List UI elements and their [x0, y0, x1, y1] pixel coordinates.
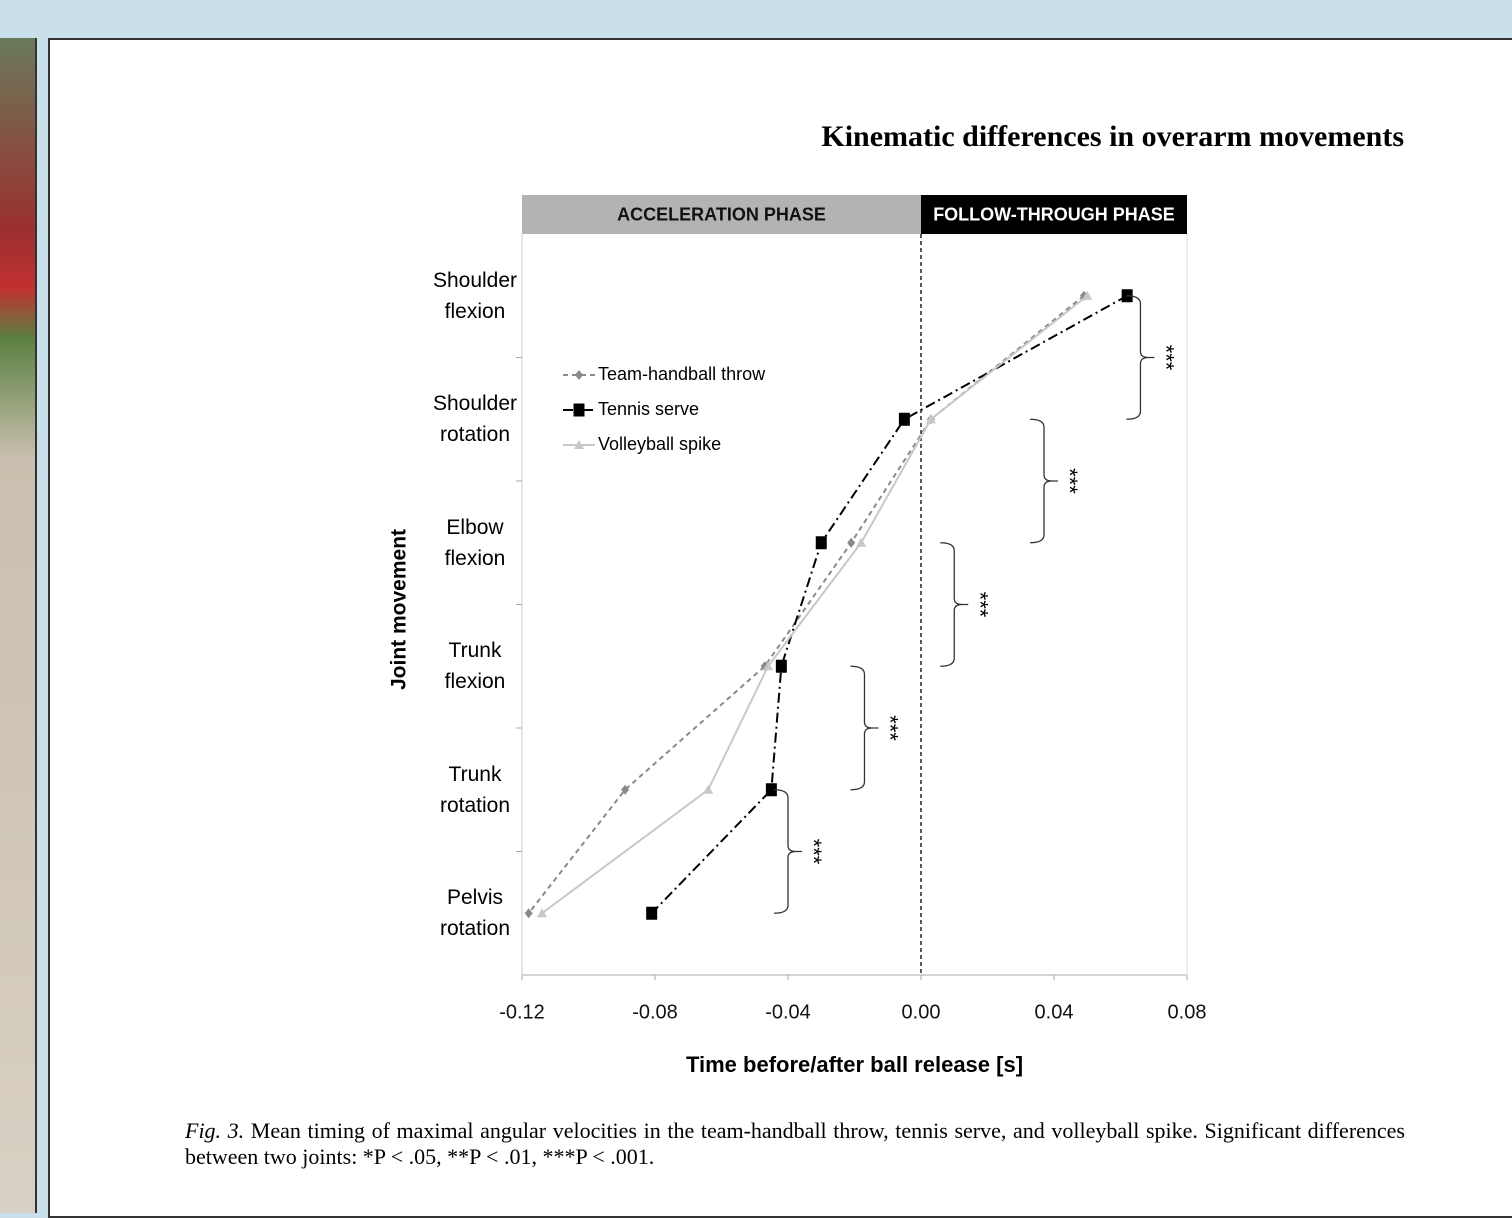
y-tick-label: Pelvis rotation: [420, 882, 530, 944]
x-tick-label: -0.04: [765, 1001, 811, 1023]
y-tick-label: Trunk rotation: [420, 759, 530, 821]
marker: [856, 538, 866, 547]
marker: [776, 660, 787, 673]
series-line: [542, 296, 1087, 914]
y-tick-label: Trunk flexion: [420, 635, 530, 697]
marker: [574, 404, 585, 417]
marker: [816, 536, 827, 549]
series-line: [529, 296, 1084, 914]
x-tick-label: 0.04: [1035, 1001, 1074, 1023]
significance-label: ***: [878, 715, 903, 741]
marker: [703, 785, 713, 794]
y-tick-label: Shoulder flexion: [420, 265, 530, 327]
significance-bracket: [850, 666, 878, 790]
marker: [575, 370, 583, 380]
caption-label: Fig. 3.: [185, 1118, 244, 1143]
marker: [847, 538, 855, 548]
legend-label: Volleyball spike: [598, 434, 721, 454]
caption-text: Mean timing of maximal angular velocitie…: [185, 1118, 1405, 1169]
significance-label: ***: [1154, 345, 1179, 371]
legend-label: Team-handball throw: [598, 364, 766, 384]
marker: [899, 413, 910, 426]
significance-bracket: [1030, 419, 1058, 543]
y-tick-label: Shoulder rotation: [420, 388, 530, 450]
legend-label: Tennis serve: [598, 399, 699, 419]
series-line: [652, 296, 1127, 914]
x-axis-title: Time before/after ball release [s]: [686, 1052, 1023, 1077]
significance-bracket: [940, 543, 968, 667]
page: Kinematic differences in overarm movemen…: [0, 0, 1512, 1213]
chart: ACCELERATION PHASE FOLLOW-THROUGH PHASE -0…: [0, 0, 1512, 1213]
x-tick-label: -0.12: [499, 1001, 545, 1023]
x-tick-label: 0.08: [1168, 1001, 1207, 1023]
significance-bracket: [1126, 296, 1154, 420]
phase-label: ACCELERATION PHASE: [617, 204, 826, 224]
significance-label: ***: [1057, 468, 1082, 494]
significance-label: ***: [801, 839, 826, 865]
x-tick-label: 0.00: [902, 1001, 941, 1023]
significance-bracket: [774, 790, 802, 914]
phase-label: FOLLOW-THROUGH PHASE: [933, 204, 1175, 224]
caption: Fig. 3. Mean timing of maximal angular v…: [185, 1118, 1405, 1170]
y-axis-title: Joint movement: [388, 529, 411, 690]
significance-label: ***: [967, 592, 992, 618]
marker: [646, 907, 657, 920]
y-tick-label: Elbow flexion: [420, 512, 530, 574]
x-tick-label: -0.08: [632, 1001, 678, 1023]
